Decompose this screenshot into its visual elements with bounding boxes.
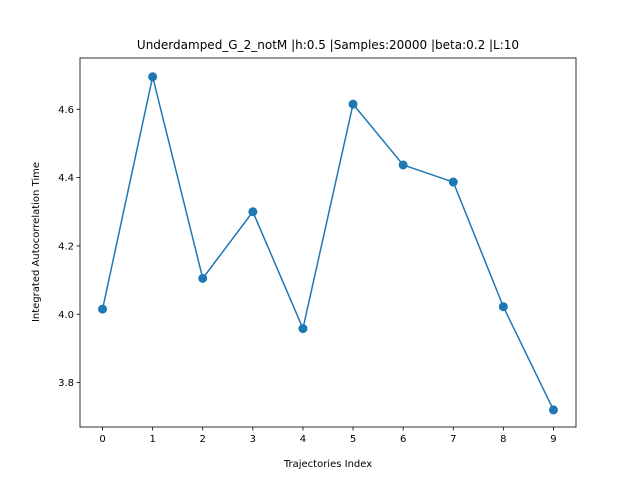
y-tick-label: 4.0 — [58, 310, 74, 321]
y-tick-label: 4.4 — [58, 173, 74, 184]
data-point — [498, 302, 508, 312]
series-line — [101, 76, 555, 411]
axes-frame — [79, 57, 577, 428]
data-point — [348, 99, 358, 109]
data-point — [248, 207, 258, 217]
x-tick-label: 6 — [400, 434, 406, 445]
x-axis-label: Trajectories Index — [283, 459, 372, 470]
data-point — [148, 72, 158, 82]
x-tick-label: 9 — [550, 434, 556, 445]
x-tick-label: 2 — [200, 434, 206, 445]
x-tick-label: 4 — [300, 434, 306, 445]
y-axis-label: Integrated Autocorrelation Time — [31, 162, 42, 322]
x-tick-label: 5 — [350, 434, 356, 445]
chart-title: Underdamped_G_2_notM |h:0.5 |Samples:200… — [137, 38, 519, 52]
x-tick-label: 1 — [149, 434, 155, 445]
y-tick-label: 4.6 — [58, 105, 74, 116]
data-point — [198, 273, 208, 283]
y-tick-label: 4.2 — [58, 241, 74, 252]
data-point — [448, 177, 458, 187]
data-point — [98, 304, 108, 314]
x-tick-label: 3 — [250, 434, 256, 445]
plot-area: 0 1 2 3 4 5 6 7 8 9 3.8 4.0 4.2 4.4 4.6 — [58, 57, 577, 445]
data-point — [548, 405, 558, 415]
x-tick-label: 7 — [450, 434, 456, 445]
y-tick-label: 3.8 — [58, 378, 74, 389]
x-tick-label: 8 — [500, 434, 506, 445]
data-point — [298, 324, 308, 334]
data-point — [398, 160, 408, 170]
x-tick-label: 0 — [99, 434, 105, 445]
